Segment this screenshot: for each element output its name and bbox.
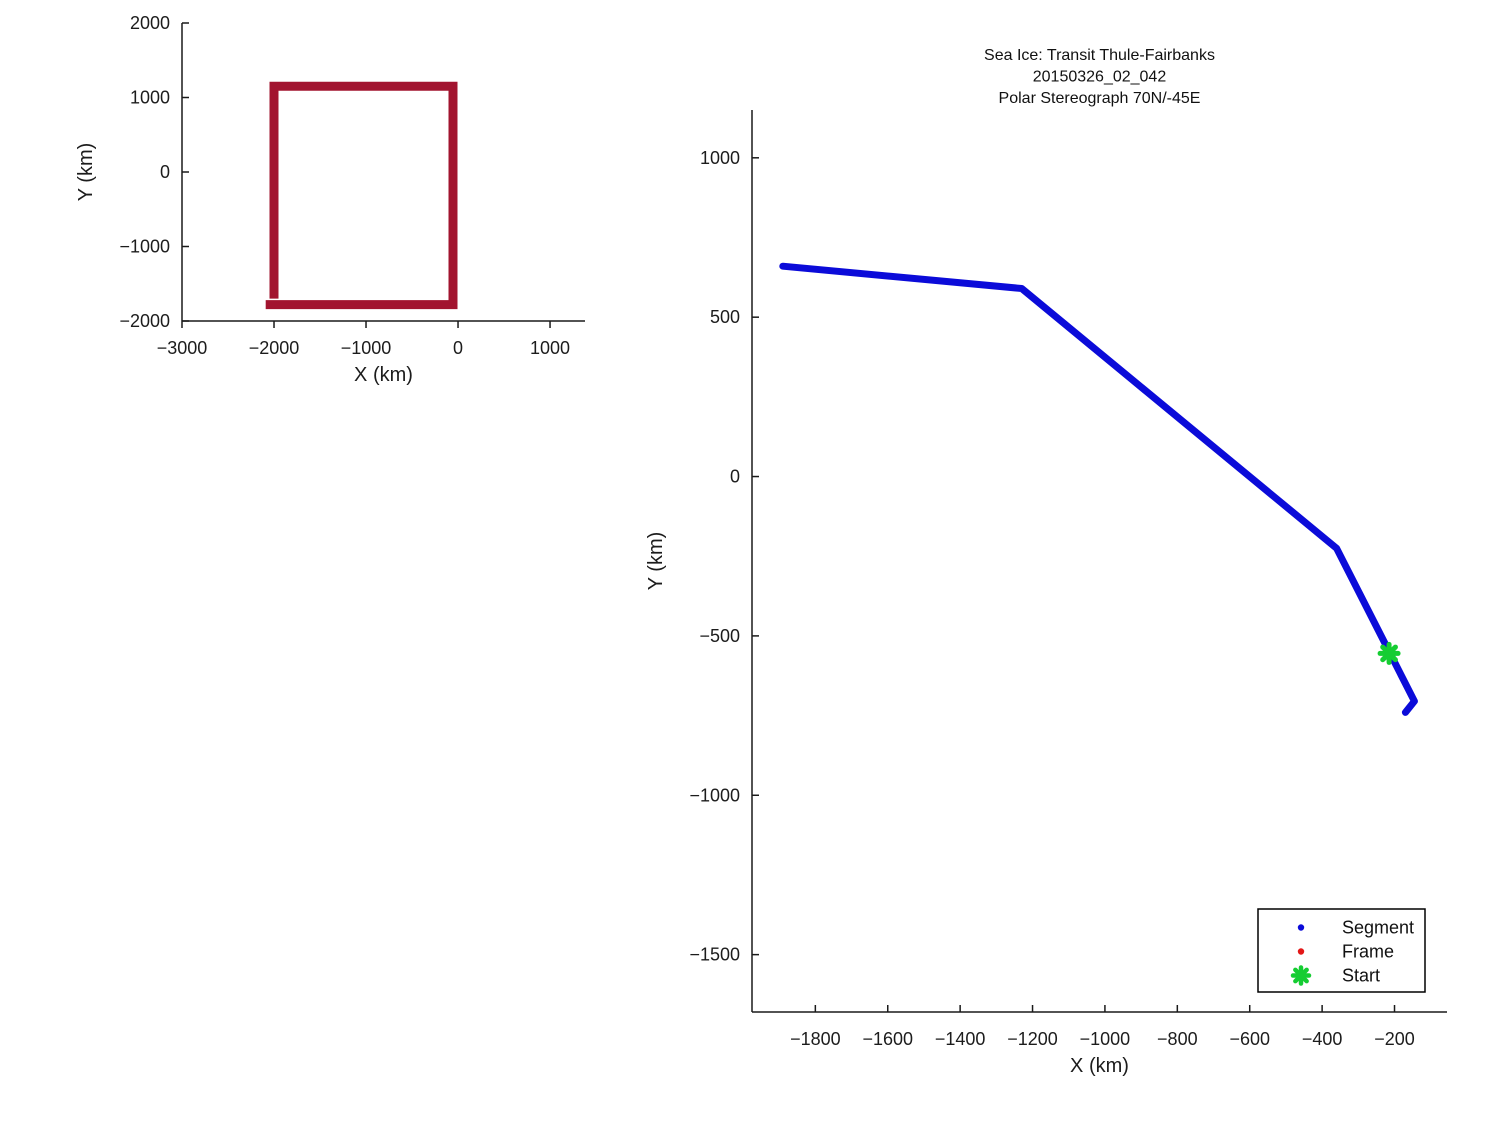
- start-point-marker: [1377, 641, 1401, 665]
- x-tick-label: −3000: [157, 338, 208, 358]
- y-tick-label: −1000: [689, 785, 740, 805]
- chart-title-line: Polar Stereograph 70N/-45E: [999, 90, 1201, 107]
- y-tick-label: −1500: [689, 945, 740, 965]
- legend-box: [1257, 908, 1426, 993]
- x-tick-label: −1200: [1007, 1029, 1058, 1049]
- x-tick-label: −1000: [1080, 1029, 1131, 1049]
- x-tick-label: −2000: [249, 338, 300, 358]
- legend-label: Segment: [1342, 918, 1414, 938]
- legend-entry: Segment: [1297, 918, 1414, 938]
- x-tick-label: 1000: [530, 338, 570, 358]
- start-asterisk-icon: [1290, 965, 1312, 986]
- y-tick-label: 500: [710, 307, 740, 327]
- segment-dot-icon: [1297, 924, 1305, 931]
- y-tick-label: −2000: [119, 311, 170, 331]
- chart-title-line: 20150326_02_042: [1033, 69, 1167, 86]
- segment-track-line: [779, 262, 1418, 716]
- legend-label: Start: [1342, 966, 1380, 986]
- x-tick-label: −1000: [341, 338, 392, 358]
- legend-entry: Start: [1290, 965, 1380, 986]
- x-tick-label: −1600: [862, 1029, 913, 1049]
- chart-title-line: Sea Ice: Transit Thule-Fairbanks: [984, 47, 1215, 64]
- x-tick-label: 0: [453, 338, 463, 358]
- x-tick-label: −800: [1157, 1029, 1198, 1049]
- x-tick-label: −400: [1302, 1029, 1343, 1049]
- x-axis-label: X (km): [354, 364, 413, 386]
- y-tick-label: −500: [699, 626, 740, 646]
- y-tick-label: 0: [730, 467, 740, 487]
- flight-track-outline-line: [265, 81, 458, 310]
- x-tick-label: −1400: [935, 1029, 986, 1049]
- x-tick-label: −1800: [790, 1029, 841, 1049]
- y-tick-label: −1000: [119, 237, 170, 257]
- y-tick-label: 1000: [700, 148, 740, 168]
- legend-label: Frame: [1342, 942, 1394, 962]
- legend-entry: Frame: [1297, 942, 1394, 962]
- legend: Segment Frame Start: [1257, 908, 1426, 993]
- y-tick-label: 2000: [130, 13, 170, 33]
- asterisk-stroke: [1293, 967, 1309, 984]
- transit-detail-chart: −1800 −1600 −1400 −1200 −1000 −800 −600 −400 −20…: [645, 47, 1447, 1077]
- asterisk-stroke: [1380, 644, 1398, 663]
- frame-dot-icon: [1297, 948, 1305, 955]
- y-tick-label: 0: [160, 162, 170, 182]
- y-tick-label: 1000: [130, 88, 170, 108]
- overview-map-chart: −3000 −2000 −1000 0 1000 −2000 −1000 0 1000 2000 X…: [75, 13, 585, 386]
- x-tick-label: −200: [1374, 1029, 1415, 1049]
- x-axis-label: X (km): [1070, 1055, 1129, 1077]
- y-axis-label: Y (km): [75, 143, 97, 202]
- x-tick-label: −600: [1229, 1029, 1270, 1049]
- y-axis-label: Y (km): [645, 532, 667, 591]
